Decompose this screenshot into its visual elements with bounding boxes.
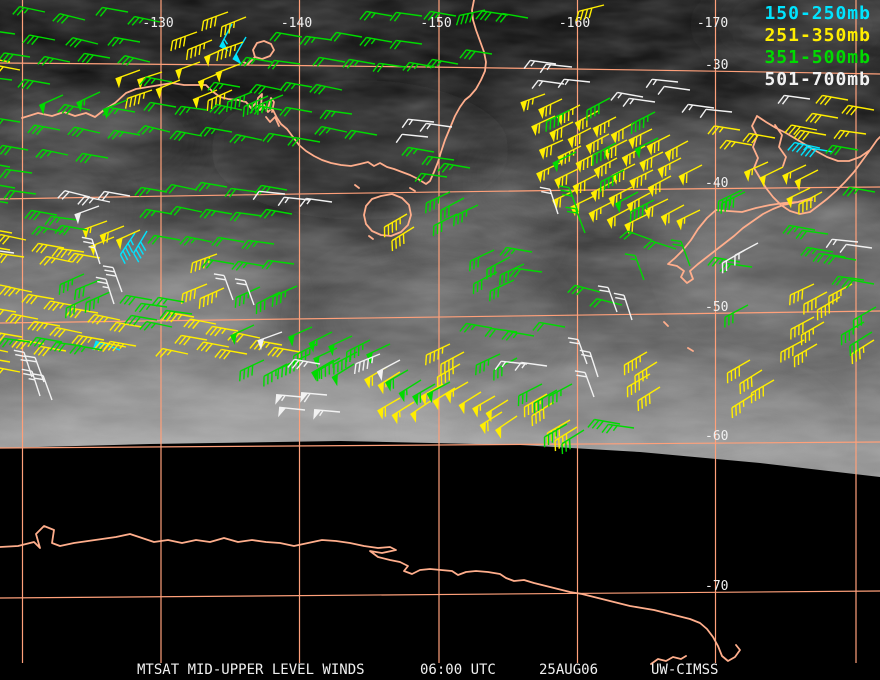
svg-text:-50: -50 <box>705 300 728 315</box>
svg-text:-140: -140 <box>281 16 312 31</box>
legend-item-150-250mb: 150-250mb <box>764 3 871 24</box>
wind-barbs <box>0 4 877 455</box>
svg-text:-160: -160 <box>559 16 590 31</box>
svg-text:-40: -40 <box>705 176 728 191</box>
svg-text:-130: -130 <box>142 16 173 31</box>
caption-bar: MTSAT MID-UPPER LEVEL WINDS 06:00 UTC 25… <box>0 662 880 680</box>
caption-time: 06:00 UTC <box>420 662 496 678</box>
svg-text:-170: -170 <box>697 16 728 31</box>
caption-credit: UW-CIMSS <box>651 662 719 678</box>
coastline-antarctica <box>0 525 741 665</box>
night-terminator <box>0 441 880 680</box>
legend-item-501-700mb: 501-700mb <box>764 69 871 90</box>
caption-date: 25AUG06 <box>539 662 599 678</box>
legend-item-351-500mb: 351-500mb <box>764 47 871 68</box>
legend-item-251-350mb: 251-350mb <box>764 25 871 46</box>
coastline-tasmania <box>354 184 416 240</box>
svg-text:-70: -70 <box>705 579 728 594</box>
latlon-grid: -130 -140 -150 -160 -170-30-40-50-60-70 <box>0 0 880 663</box>
coastline-kangaroo-island <box>242 40 275 65</box>
svg-text:-60: -60 <box>705 429 728 444</box>
coastline-australia <box>21 0 487 185</box>
svg-text:-30: -30 <box>705 58 728 73</box>
coastline-nz-south-island <box>663 197 813 352</box>
pressure-level-legend: 150-250mb 251-350mb 351-500mb 501-700mb <box>764 3 871 91</box>
caption-product-title: MTSAT MID-UPPER LEVEL WINDS <box>137 662 365 678</box>
